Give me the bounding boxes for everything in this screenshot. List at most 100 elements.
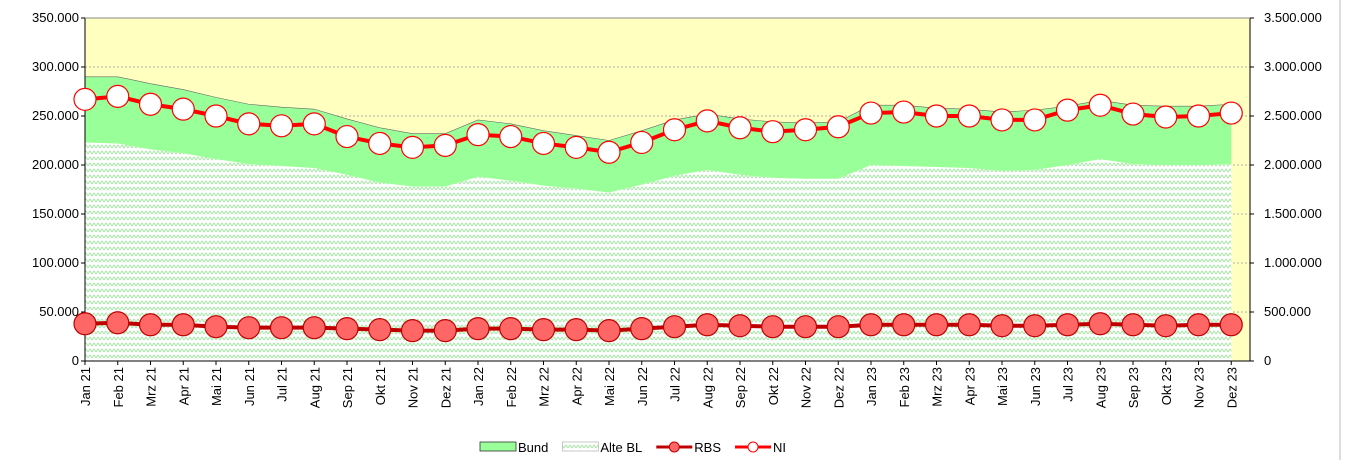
y2-tick-label: 1.500.000 [1264,206,1322,221]
marker [433,319,457,343]
marker [1219,101,1243,125]
y-tick-label: 100.000 [32,255,79,270]
x-tick-label: Aug 23 [1093,367,1108,408]
marker [302,316,326,340]
marker [695,313,719,337]
marker [892,100,916,124]
marker [204,104,228,128]
x-tick-label: Jul 23 [1061,367,1076,402]
marker [1088,312,1112,336]
marker [1219,313,1243,337]
marker [1121,102,1145,126]
legend-label: RBS [694,440,721,455]
marker [73,312,97,336]
legend-marker [668,441,680,453]
marker [531,318,556,342]
x-tick-label: Nov 21 [406,367,421,408]
y2-tick-label: 2.000.000 [1264,157,1322,172]
y-tick-label: 200.000 [32,157,79,172]
marker [269,114,294,138]
marker [597,140,621,164]
x-tick-label: Mrz 22 [537,367,552,407]
x-tick-label: Jul 22 [668,367,683,402]
marker [662,315,687,339]
marker [1186,104,1211,128]
marker [597,319,621,343]
x-tick-label: Feb 22 [504,367,519,407]
marker [531,131,556,156]
x-tick-label: Jan 21 [78,367,93,406]
marker [499,124,523,149]
marker [990,108,1014,132]
marker [466,123,490,147]
y2-tick-label: 500.000 [1264,304,1311,319]
marker [1023,108,1047,132]
marker [859,313,883,337]
marker [433,133,457,157]
marker [761,315,785,339]
x-tick-label: Sep 21 [340,367,355,408]
marker [1055,98,1080,122]
x-tick-label: Okt 21 [373,367,388,405]
y2-tick-label: 0 [1264,353,1271,368]
x-tick-label: Mai 21 [209,367,224,406]
marker [630,317,654,341]
legend-marker [747,441,759,453]
marker [106,84,130,109]
x-tick-label: Jun 22 [635,367,650,406]
x-tick-label: Apr 23 [962,367,977,405]
y-tick-label: 350.000 [32,10,79,25]
marker [171,97,195,121]
x-tick-label: Apr 22 [569,367,584,405]
marker [171,313,195,337]
x-tick-label: Dez 23 [1224,367,1239,408]
marker [826,315,850,339]
marker [368,131,392,156]
x-tick-label: Jul 21 [275,367,290,402]
marker [335,124,359,149]
x-tick-label: Nov 22 [799,367,814,408]
x-tick-label: Jun 21 [242,367,257,406]
marker [990,314,1014,338]
y-tick-label: 150.000 [32,206,79,221]
marker [1121,313,1145,337]
marker [302,112,326,136]
x-tick-label: Mai 23 [995,367,1010,406]
marker [630,130,654,155]
marker [1055,313,1080,337]
legend-label: NI [773,440,786,455]
marker [924,313,949,337]
marker [728,116,752,140]
marker [662,118,687,142]
marker [793,315,818,339]
marker [400,319,425,343]
legend-swatch [479,441,517,452]
marker [138,313,163,337]
marker [1154,105,1178,129]
marker [335,317,359,341]
y2-tick-label: 1.000.000 [1264,255,1322,270]
marker [237,316,261,340]
marker [892,313,916,337]
marker [793,118,818,142]
y2-tick-label: 2.500.000 [1264,108,1322,123]
y-tick-label: 50.000 [39,304,79,319]
x-tick-label: Feb 21 [111,367,126,407]
x-tick-label: Jan 22 [471,367,486,406]
marker [499,317,523,341]
marker [237,112,261,136]
x-tick-label: Aug 22 [700,367,715,408]
x-tick-label: Jun 23 [1028,367,1043,406]
marker [138,92,163,116]
marker [1023,314,1047,338]
y-tick-label: 0 [72,353,79,368]
marker [728,314,752,338]
y-tick-label: 300.000 [32,59,79,74]
legend-label: Alte BL [600,440,642,455]
marker [564,318,588,342]
area-bund-edge [85,76,1232,141]
x-tick-label: Jan 23 [864,367,879,406]
x-tick-label: Nov 23 [1192,367,1207,408]
x-tick-label: Sep 23 [1126,367,1141,408]
